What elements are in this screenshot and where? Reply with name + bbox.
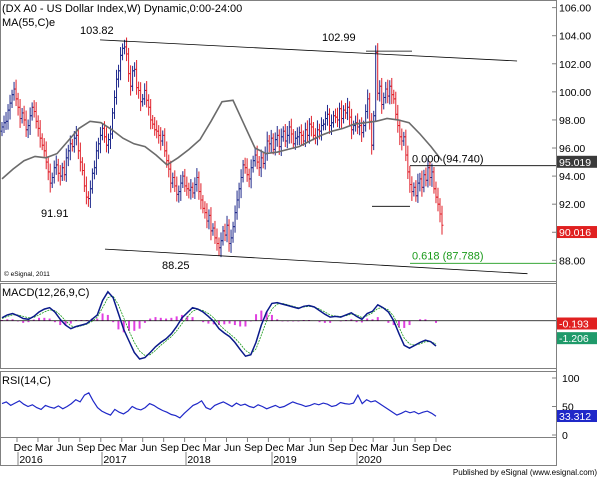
price-box-bg [557, 226, 597, 239]
year-label: 2018 [187, 454, 211, 466]
macd-box-bg [557, 332, 597, 345]
time-tick-label: Dec [265, 442, 284, 454]
time-tick-label: Sep [244, 442, 263, 454]
macd-value-boxes: -0.193 -1.206 [557, 317, 597, 345]
time-tick-label: Mar [35, 442, 54, 454]
year-label: 2020 [358, 454, 382, 466]
macd-box-bg [557, 317, 597, 330]
year-label: 2019 [273, 454, 297, 466]
year-label: 2016 [19, 454, 43, 466]
time-tick-label: Sep [77, 442, 96, 454]
price-annotations: 103.82 102.99 91.91 88.25 0.000 (94.740) 0.61… [41, 25, 556, 272]
time-tick-label: Mar [370, 442, 389, 454]
rsi-box-label: 33.312 [559, 411, 591, 423]
time-tick-label: Sep [412, 442, 431, 454]
rsi-tick-label: 0 [562, 430, 568, 442]
price-bars [0, 37, 444, 258]
time-axis: Dec Mar Jun Sep Dec Mar Jun Sep Dec Mar Jun Sep Dec M… [14, 437, 452, 466]
price-tick-label: 102.00 [559, 59, 591, 71]
footer-credit: Published by eSignal (www.esignal.com) [453, 468, 597, 477]
time-tick-label: Dec [97, 442, 116, 454]
annotation-swing-high: 102.99 [322, 32, 356, 44]
macd-title: MACD(12,26,9,C) [2, 287, 89, 299]
rsi-axis-ticks: 100 50 0 [552, 373, 580, 442]
price-tick-label: 94.00 [559, 171, 585, 183]
year-label: 2017 [103, 454, 127, 466]
rsi-tick-label: 50 [562, 402, 574, 414]
price-tick-label: 98.00 [559, 115, 585, 127]
channel-trendlines [99, 39, 528, 275]
rsi-line [1, 391, 437, 419]
time-tick-label: Mar [286, 442, 305, 454]
time-tick-label: Jun [392, 442, 409, 454]
copyright-note: © eSignal, 2011 [4, 270, 50, 278]
price-value-boxes: 95.019 90.016 [557, 155, 597, 239]
time-tick-label: Jun [56, 442, 73, 454]
price-tick-label: 104.00 [559, 31, 591, 43]
time-tick-label: Jun [224, 442, 241, 454]
price-tick-label: 100.00 [559, 87, 591, 99]
trendline-lower-channel [104, 248, 528, 275]
time-tick-label: Dec [14, 442, 33, 454]
time-tick-label: Mar [119, 442, 138, 454]
time-tick-label: Dec [433, 442, 452, 454]
price-box-bg [557, 155, 597, 168]
rsi-value-boxes: 33.312 [557, 410, 597, 423]
annotation-swing-low: 91.91 [41, 208, 69, 220]
trendline-upper-channel [99, 39, 518, 62]
chart-title: (DX A0 - US Dollar Index,W) Dynamic,0:00… [2, 3, 242, 15]
macd-box-label: -1.206 [559, 333, 589, 345]
annotation-swing-high: 103.82 [80, 25, 114, 37]
macd-box-label: -0.193 [559, 319, 589, 331]
time-tick-label: Dec [349, 442, 368, 454]
ma-55-line [1, 99, 443, 180]
rsi-tick-label: 100 [562, 373, 580, 385]
price-tick-label: 88.00 [559, 255, 585, 267]
ma-indicator-label: MA(55,C)e [2, 17, 55, 29]
time-tick-label: Jun [140, 442, 157, 454]
time-tick-label: Sep [328, 442, 347, 454]
time-tick-label: Mar [203, 442, 222, 454]
price-tick-label: 92.00 [559, 199, 585, 211]
annotation-swing-low: 88.25 [162, 260, 190, 272]
price-tick-label: 96.00 [559, 143, 585, 155]
price-box-label: 90.016 [559, 227, 591, 239]
time-tick-label: Sep [160, 442, 179, 454]
time-tick-label: Jun [308, 442, 325, 454]
annotation-fib-level: 0.000 (94.740) [412, 154, 484, 166]
rsi-box-bg [557, 410, 597, 423]
annotation-fib-level: 0.618 (87.788) [412, 250, 484, 262]
macd-line [1, 290, 437, 360]
price-box-label: 95.019 [559, 157, 591, 169]
price-bar [440, 205, 444, 235]
rsi-title: RSI(14,C) [2, 375, 51, 387]
price-tick-label: 106.00 [559, 3, 591, 15]
time-tick-label: Dec [181, 442, 200, 454]
